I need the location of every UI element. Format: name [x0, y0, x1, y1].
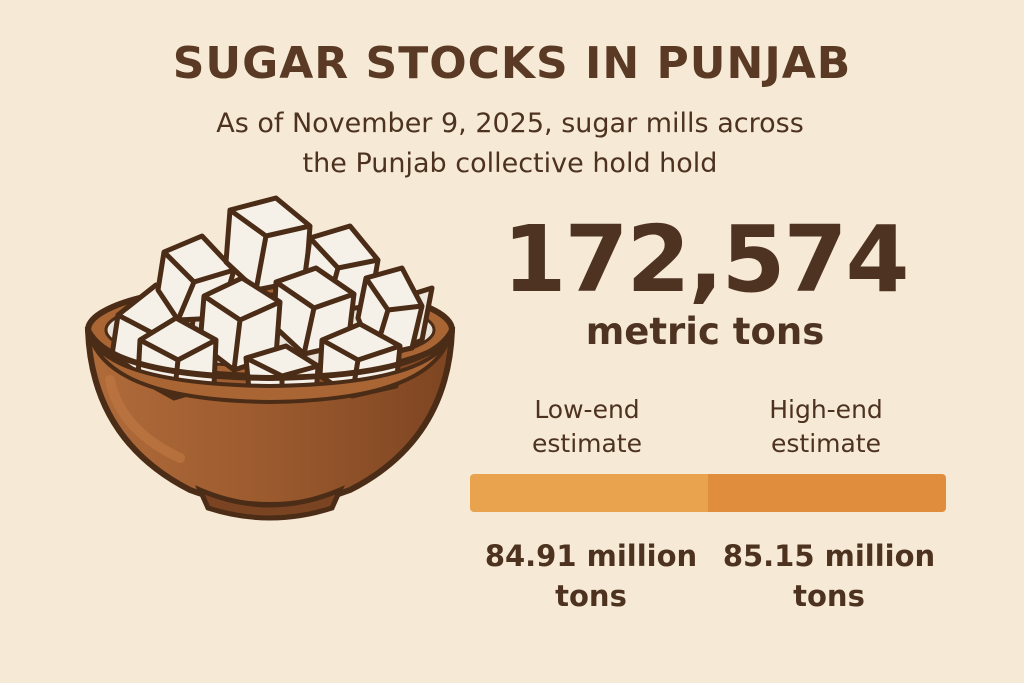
low-estimate-value-line-1: 84.91 million — [484, 539, 698, 573]
low-estimate-value: 84.91 million tons — [466, 536, 716, 616]
bowl-base — [195, 485, 345, 521]
subtitle: As of November 9, 2025, sugar mills acro… — [160, 104, 860, 184]
high-estimate-label-line-1: High-end — [769, 395, 883, 424]
high-estimate-value: 85.15 million tons — [704, 536, 954, 616]
high-estimate-value-line-1: 85.15 million — [722, 539, 936, 573]
sugar-bowl-illustration — [84, 195, 456, 521]
high-estimate-value-line-2: tons — [793, 579, 865, 613]
high-estimate-label: High-end estimate — [706, 393, 946, 461]
low-estimate-bar-segment — [470, 474, 708, 512]
low-estimate-label-line-2: estimate — [531, 429, 642, 458]
total-stock-value: 172,574 — [502, 206, 909, 313]
subtitle-line-2: the Punjab collective hold hold — [302, 148, 718, 179]
total-stock-unit: metric tons — [585, 310, 825, 353]
low-estimate-value-line-2: tons — [555, 579, 627, 613]
estimate-range-bar — [470, 474, 946, 512]
low-estimate-label: Low-end estimate — [467, 393, 707, 461]
high-estimate-bar-segment — [708, 474, 946, 512]
subtitle-line-1: As of November 9, 2025, sugar mills acro… — [216, 108, 804, 139]
low-estimate-label-line-1: Low-end — [534, 395, 640, 424]
page-title: SUGAR STOCKS IN PUNJAB — [172, 38, 852, 89]
high-estimate-label-line-2: estimate — [770, 429, 881, 458]
